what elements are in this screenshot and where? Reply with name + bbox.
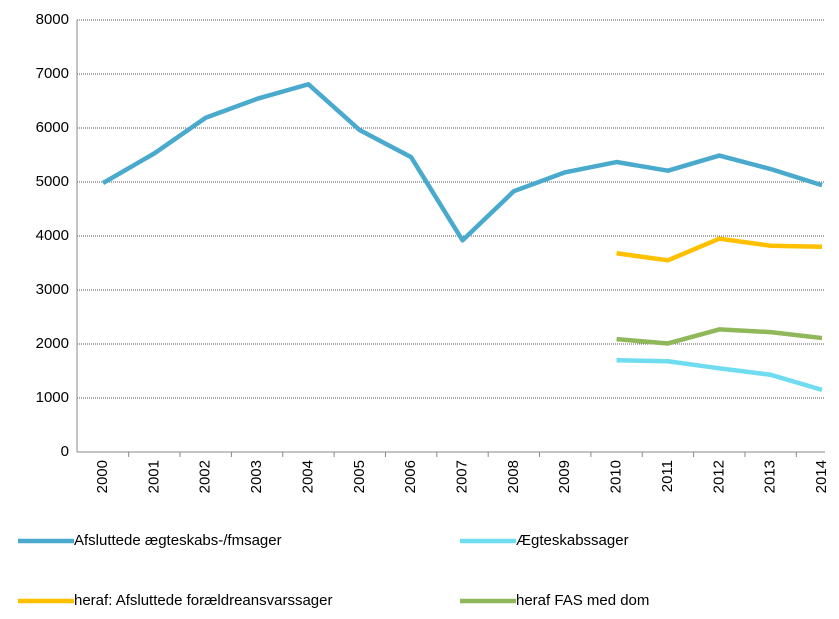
y-tick-label: 8000 (36, 11, 69, 28)
x-tick-label: 2011 (659, 460, 676, 492)
series-line (101, 82, 823, 243)
y-tick-label: 0 (61, 443, 69, 460)
x-tick-label: 2008 (505, 460, 522, 493)
y-tick-label: 4000 (36, 227, 69, 244)
y-tick-label: 1000 (36, 389, 69, 406)
x-tick-label: 2013 (762, 460, 779, 493)
x-tick-label: 2004 (299, 460, 316, 493)
y-tick-label: 7000 (36, 65, 69, 82)
legend-label: heraf: Afsluttede forældreansvarssager (74, 592, 332, 609)
x-tick-label: 2005 (351, 460, 368, 493)
x-tick-label: 2002 (197, 460, 214, 493)
x-tick-label: 2014 (813, 460, 830, 493)
y-tick-label: 6000 (36, 119, 69, 136)
x-tick-label: 2007 (453, 460, 470, 493)
series-line (616, 357, 823, 393)
x-tick-label: 2010 (608, 460, 625, 493)
x-tick-label: 2001 (145, 460, 162, 493)
y-tick-label: 2000 (36, 335, 69, 352)
x-tick-label: 2006 (402, 460, 419, 493)
x-tick-label: 2012 (710, 460, 727, 493)
x-tick-label: 2000 (94, 460, 111, 493)
legend-label: heraf FAS med dom (516, 592, 649, 609)
series-line (616, 327, 823, 346)
legend-label: Ægteskabssager (516, 532, 629, 549)
x-tick-label: 2009 (556, 460, 573, 493)
x-tick-label: 2003 (248, 460, 265, 493)
y-tick-label: 3000 (36, 281, 69, 298)
y-tick-label: 5000 (36, 173, 69, 190)
legend-label: Afsluttede ægteskabs-/fmsager (74, 532, 282, 549)
series-line (616, 236, 823, 263)
